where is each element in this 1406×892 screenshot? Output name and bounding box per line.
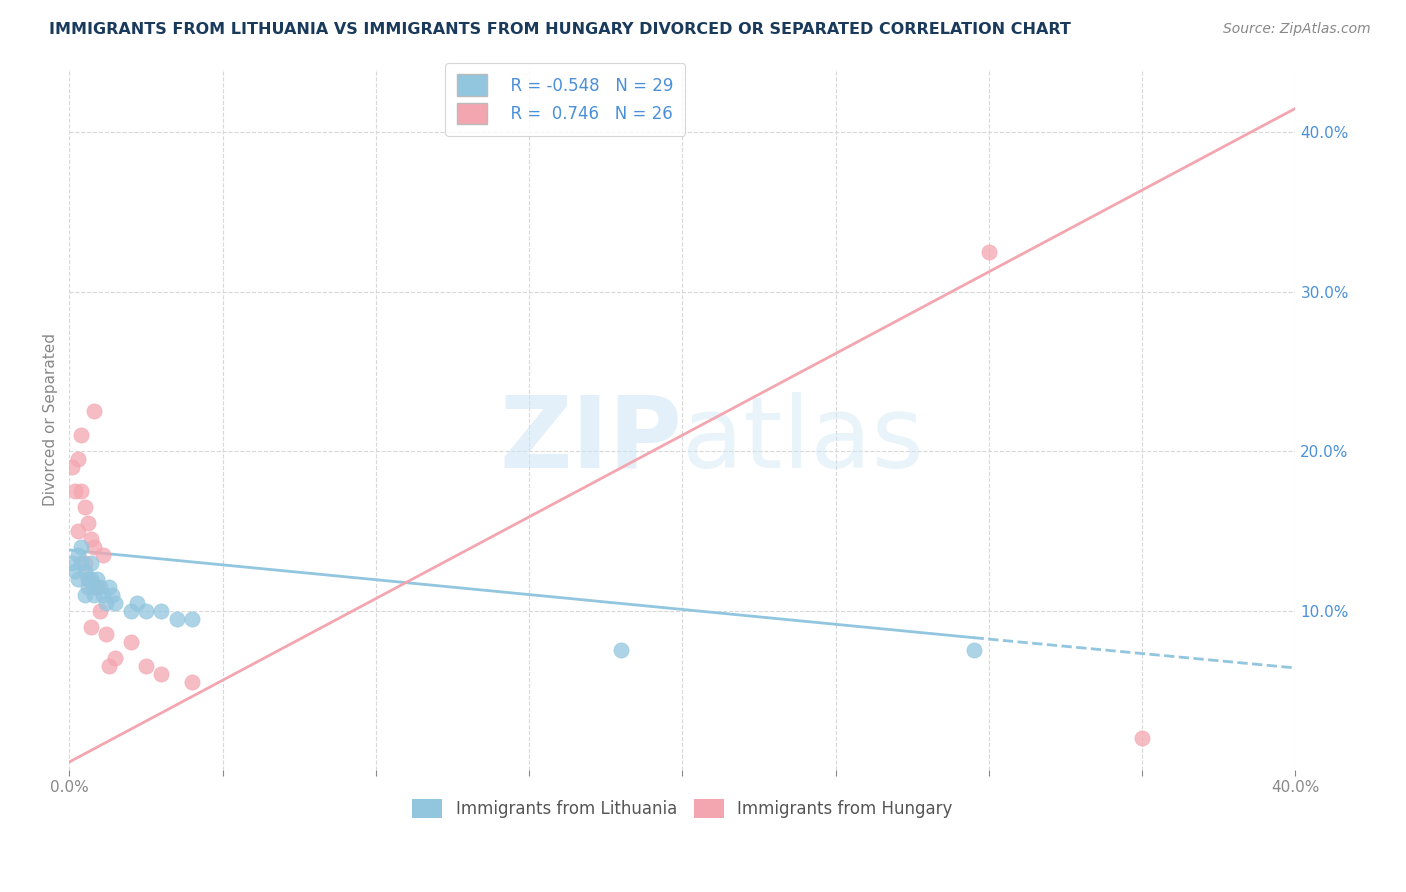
- Point: [89, 603, 111, 617]
- Point: [86, 572, 108, 586]
- Point: [73, 588, 96, 602]
- Point: [76, 516, 98, 530]
- Point: [70, 540, 93, 554]
- Point: [150, 667, 173, 681]
- Point: [135, 659, 157, 673]
- Point: [120, 603, 142, 617]
- Point: [91, 548, 114, 562]
- Point: [80, 532, 103, 546]
- Point: [150, 603, 173, 617]
- Point: [83, 540, 105, 554]
- Point: [98, 580, 121, 594]
- Point: [76, 572, 98, 586]
- Point: [86, 580, 108, 594]
- Text: IMMIGRANTS FROM LITHUANIA VS IMMIGRANTS FROM HUNGARY DIVORCED OR SEPARATED CORRE: IMMIGRANTS FROM LITHUANIA VS IMMIGRANTS …: [49, 22, 1071, 37]
- Point: [98, 659, 121, 673]
- Point: [70, 428, 93, 442]
- Text: ZIP: ZIP: [499, 392, 682, 489]
- Point: [76, 572, 98, 586]
- Point: [120, 635, 142, 649]
- Point: [94, 627, 117, 641]
- Point: [1130, 731, 1153, 745]
- Point: [89, 580, 111, 594]
- Point: [104, 651, 127, 665]
- Point: [67, 548, 90, 562]
- Text: atlas: atlas: [682, 392, 924, 489]
- Text: Source: ZipAtlas.com: Source: ZipAtlas.com: [1223, 22, 1371, 37]
- Y-axis label: Divorced or Separated: Divorced or Separated: [44, 333, 58, 506]
- Point: [80, 572, 103, 586]
- Point: [73, 564, 96, 578]
- Point: [65, 564, 87, 578]
- Point: [80, 556, 103, 570]
- Point: [60, 556, 83, 570]
- Point: [962, 643, 984, 657]
- Point: [83, 580, 105, 594]
- Point: [60, 460, 83, 475]
- Point: [91, 588, 114, 602]
- Point: [73, 500, 96, 514]
- Point: [977, 244, 1000, 259]
- Point: [104, 596, 127, 610]
- Point: [73, 556, 96, 570]
- Point: [94, 596, 117, 610]
- Point: [67, 452, 90, 467]
- Point: [67, 524, 90, 538]
- Point: [135, 603, 157, 617]
- Point: [180, 611, 202, 625]
- Point: [180, 675, 202, 690]
- Point: [76, 580, 98, 594]
- Point: [101, 588, 124, 602]
- Point: [125, 596, 148, 610]
- Point: [83, 404, 105, 418]
- Point: [67, 572, 90, 586]
- Point: [166, 611, 188, 625]
- Point: [65, 483, 87, 498]
- Point: [80, 619, 103, 633]
- Point: [610, 643, 633, 657]
- Point: [70, 556, 93, 570]
- Legend: Immigrants from Lithuania, Immigrants from Hungary: Immigrants from Lithuania, Immigrants fr…: [406, 792, 959, 825]
- Point: [70, 483, 93, 498]
- Point: [83, 588, 105, 602]
